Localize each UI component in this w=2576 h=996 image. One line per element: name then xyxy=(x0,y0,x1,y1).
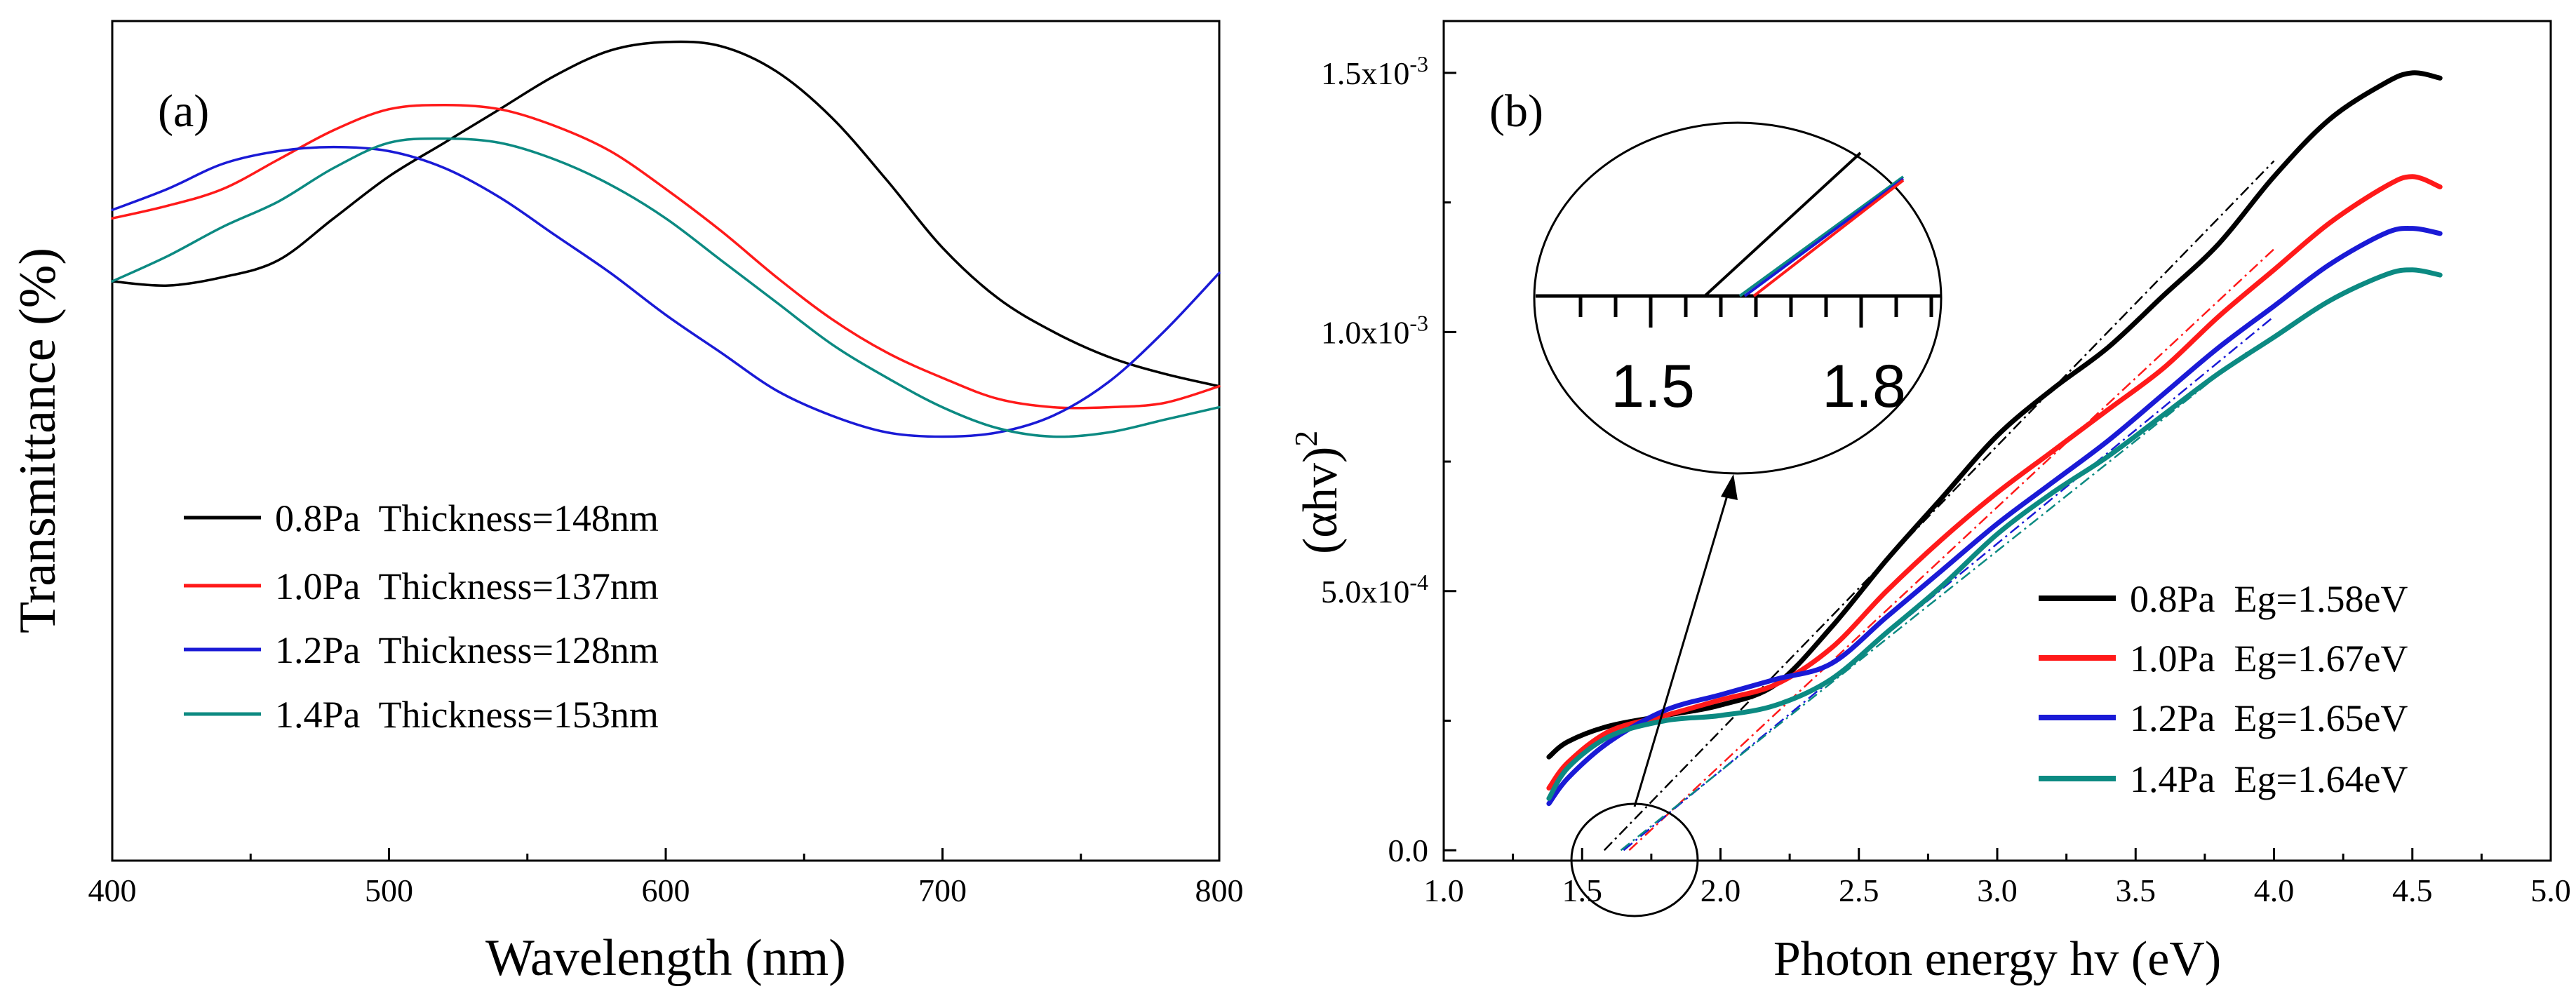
x-tick-label-400: 400 xyxy=(88,873,137,908)
panel-b-x-axis-label: Photon energy hv (eV) xyxy=(1773,932,2221,986)
legend-label-1-4pa: 1.4Pa Eg=1.64eV xyxy=(2130,758,2408,800)
panel-b-y-axis-label: (αhv)2 xyxy=(1288,431,1348,554)
panel-b-fit-lines xyxy=(1603,160,2275,852)
x-tick-label-3-5: 3.5 xyxy=(2116,873,2156,908)
panel-a-x-ticks: 400 500 600 700 800 xyxy=(88,848,1244,908)
panel-b-series xyxy=(1546,70,2443,807)
panel-a-x-axis-label: Wavelength (nm) xyxy=(485,929,846,987)
series-line-1-4pa xyxy=(111,137,1221,438)
panel-b-y-ticks: 0.05.0x10-41.0x10-31.5x10-3 xyxy=(1321,51,1456,868)
inset-fit-line-0-8pa xyxy=(1703,152,1862,297)
series-line-1-2pa xyxy=(111,145,1221,438)
fit-line-1-4pa xyxy=(1620,351,2247,852)
x-tick-label-3-0: 3.0 xyxy=(1977,873,2018,908)
panel-a-series xyxy=(111,40,1221,438)
inset-fit-line-1-0pa xyxy=(1752,179,1905,297)
intercept-highlight-circle xyxy=(1570,802,1699,917)
legend-label-0-8pa: 0.8Pa Eg=1.58eV xyxy=(2130,578,2408,620)
series-line-1-2pa xyxy=(1546,226,2443,807)
y-tick-exponent: -3 xyxy=(1409,51,1428,76)
x-tick-label-4-0: 4.0 xyxy=(2254,873,2295,908)
inset-pointer-arrow xyxy=(1633,483,1732,807)
x-tick-label-1-0: 1.0 xyxy=(1423,873,1464,908)
y-tick-exponent: -3 xyxy=(1409,310,1428,335)
series-line-1-4pa xyxy=(1546,267,2443,801)
y-tick-label-0-0: 0.0 xyxy=(1388,833,1429,868)
inset-pointer-arrowhead xyxy=(1721,474,1738,500)
panel-a-y-axis-label: Transmittance (%) xyxy=(9,248,67,633)
x-tick-label-4-5: 4.5 xyxy=(2392,873,2433,908)
y-tick-mantissa: 5.0x10 xyxy=(1321,574,1410,610)
panel-a-transmittance-chart: (a) 400 500 600 700 800 Wavelength (nm) Tran… xyxy=(9,20,1244,987)
panel-b-inset-magnifier: 1.5 1.8 xyxy=(1533,121,1943,917)
x-tick-label-700: 700 xyxy=(918,873,967,908)
x-tick-label-800: 800 xyxy=(1195,873,1244,908)
x-tick-label-600: 600 xyxy=(642,873,690,908)
panel-b-label: (b) xyxy=(1489,86,1543,137)
y-tick-mantissa: 1.0x10 xyxy=(1321,314,1410,350)
legend-label-1-2pa: 1.2Pa Thickness=128nm xyxy=(275,629,659,671)
inset-fit-line-1-2pa xyxy=(1743,177,1905,297)
y-tick-label-1-5x10-3: 1.5x10-3 xyxy=(1321,51,1428,91)
x-tick-label-2-5: 2.5 xyxy=(1839,873,1879,908)
x-tick-label-5-0: 5.0 xyxy=(2530,873,2571,908)
series-line-0-8pa xyxy=(1546,70,2443,760)
x-tick-label-2-0: 2.0 xyxy=(1700,873,1741,908)
inset-tick-label-1-5: 1.5 xyxy=(1611,353,1695,420)
y-tick-label-1-0x10-3: 1.0x10-3 xyxy=(1321,310,1428,350)
inset-tick-label-1-8: 1.8 xyxy=(1822,353,1906,420)
panel-b-x-ticks: 1.0 1.5 2.0 2.5 3.0 3.5 4.0 4.5 5.0 xyxy=(1423,848,2571,908)
legend-label-1-0pa: 1.0Pa Eg=1.67eV xyxy=(2130,638,2408,680)
legend-label-0-8pa: 0.8Pa Thickness=148nm xyxy=(275,497,659,539)
panel-a-label: (a) xyxy=(158,86,209,137)
fit-line-1-0pa xyxy=(1628,248,2275,852)
y-tick-label-5-0x10-4: 5.0x10-4 xyxy=(1321,570,1428,610)
inset-ellipse xyxy=(1533,121,1943,475)
panel-b-tauc-plot: (b) 1.0 1.5 2.0 2.5 3.0 3.5 4.0 4.5 5.0 0.0 5.0x1… xyxy=(1288,20,2571,986)
series-line-0-8pa xyxy=(111,40,1221,388)
panel-b-y-axis-label-exp: 2 xyxy=(1288,431,1324,447)
y-tick-mantissa: 1.5x10 xyxy=(1321,55,1410,91)
y-tick-exponent: -4 xyxy=(1409,570,1428,595)
x-tick-label-500: 500 xyxy=(365,873,413,908)
panel-a-legend: 0.8Pa Thickness=148nm 1.0Pa Thickness=13… xyxy=(184,497,659,736)
panel-b-legend: 0.8Pa Eg=1.58eV 1.0Pa Eg=1.67eV 1.2Pa Eg… xyxy=(2039,578,2408,800)
fit-line-1-2pa xyxy=(1623,316,2275,852)
fit-line-0-8pa xyxy=(1603,160,2275,852)
panel-b-y-axis-label-base: (αhv) xyxy=(1294,447,1348,554)
inset-fit-line-1-4pa xyxy=(1738,175,1905,297)
legend-label-1-0pa: 1.0Pa Thickness=137nm xyxy=(275,565,659,607)
y-tick-mantissa: 0.0 xyxy=(1388,833,1429,868)
legend-label-1-2pa: 1.2Pa Eg=1.65eV xyxy=(2130,697,2408,739)
legend-label-1-4pa: 1.4Pa Thickness=153nm xyxy=(275,694,659,736)
series-line-1-0pa xyxy=(1546,174,2443,791)
